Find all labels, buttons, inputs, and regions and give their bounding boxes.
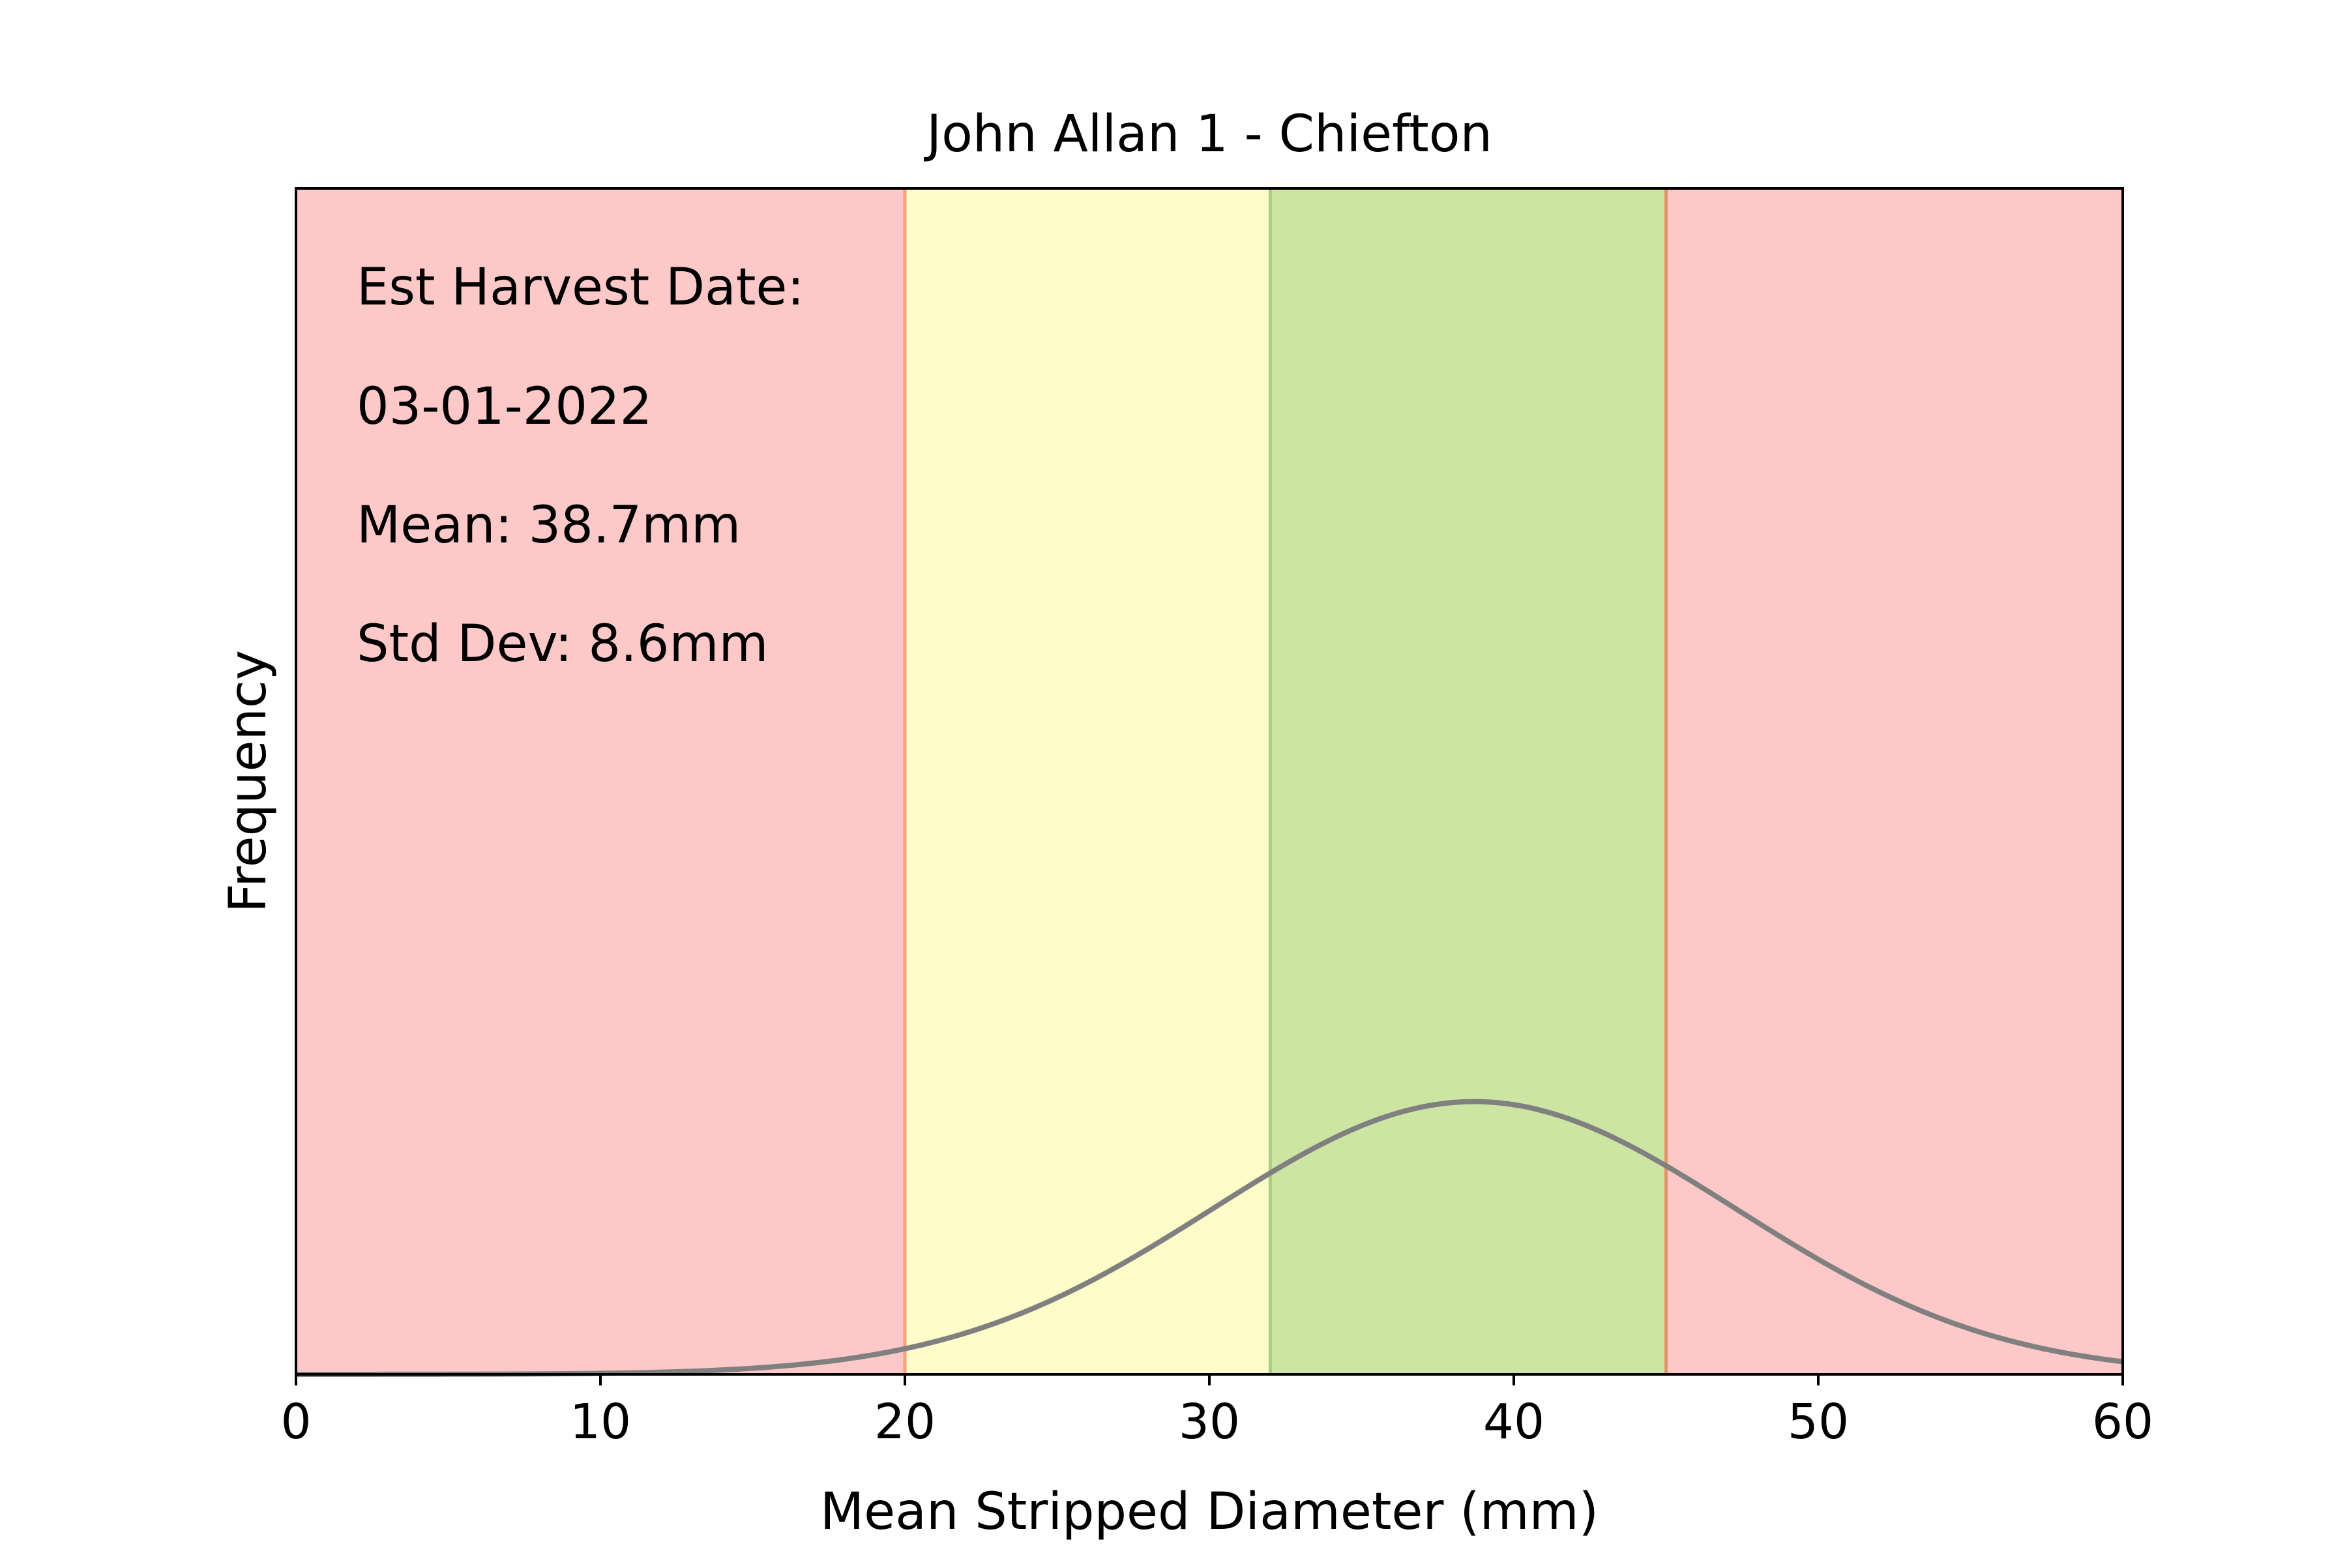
harvest-date-value: 03-01-2022 bbox=[357, 377, 652, 436]
band-1 bbox=[905, 188, 1271, 1374]
x-tick-label-30: 30 bbox=[1179, 1394, 1240, 1450]
x-tick-label-10: 10 bbox=[570, 1394, 631, 1450]
chart-title: John Allan 1 - Chiefton bbox=[923, 105, 1492, 164]
band-0 bbox=[296, 188, 905, 1374]
x-tick-label-50: 50 bbox=[1788, 1394, 1849, 1450]
band-3 bbox=[1666, 188, 2123, 1374]
x-axis: 0 10 20 30 40 50 60 bbox=[280, 1374, 2153, 1450]
x-tick-label-40: 40 bbox=[1483, 1394, 1544, 1450]
x-axis-label: Mean Stripped Diameter (mm) bbox=[820, 1483, 1599, 1541]
mean-annotation: Mean: 38.7mm bbox=[357, 496, 741, 555]
y-axis-label: Frequency bbox=[219, 650, 278, 913]
x-tick-label-60: 60 bbox=[2092, 1394, 2153, 1450]
std-dev-annotation: Std Dev: 8.6mm bbox=[357, 615, 768, 673]
stats-annotation: Est Harvest Date: 03-01-2022 Mean: 38.7m… bbox=[357, 258, 804, 673]
x-tick-label-0: 0 bbox=[280, 1394, 311, 1450]
band-2 bbox=[1270, 188, 1666, 1374]
harvest-bands bbox=[296, 188, 2123, 1374]
band-edges bbox=[903, 188, 1668, 1374]
harvest-date-label: Est Harvest Date: bbox=[357, 258, 804, 317]
x-tick-label-20: 20 bbox=[874, 1394, 936, 1450]
